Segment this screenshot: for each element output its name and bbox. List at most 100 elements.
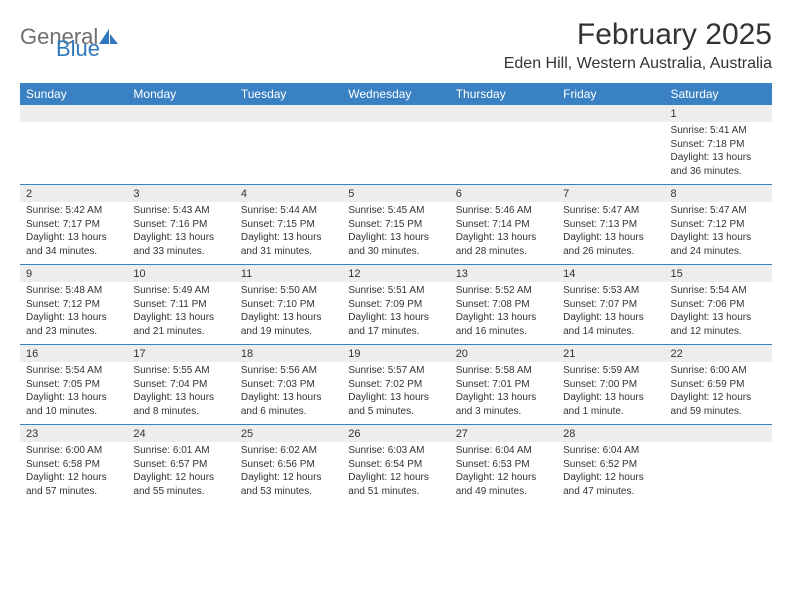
sunset-text: Sunset: 7:15 PM	[348, 218, 443, 232]
sunset-text: Sunset: 7:13 PM	[563, 218, 658, 232]
calendar-week-row: 2Sunrise: 5:42 AMSunset: 7:17 PMDaylight…	[20, 185, 772, 265]
daylight-text: Daylight: 13 hours and 36 minutes.	[671, 151, 766, 178]
day-number: 7	[557, 185, 664, 202]
sunrise-text: Sunrise: 5:55 AM	[133, 364, 228, 378]
calendar-cell: 15Sunrise: 5:54 AMSunset: 7:06 PMDayligh…	[665, 265, 772, 345]
calendar-cell	[127, 105, 234, 185]
day-number	[235, 105, 342, 122]
calendar-cell: 23Sunrise: 6:00 AMSunset: 6:58 PMDayligh…	[20, 425, 127, 505]
calendar-cell: 4 Sunrise: 5:44 AMSunset: 7:15 PMDaylight…	[235, 185, 342, 265]
calendar-cell: 16Sunrise: 5:54 AMSunset: 7:05 PMDayligh…	[20, 345, 127, 425]
brand-sail-icon	[99, 29, 119, 50]
sunrise-text: Sunrise: 5:49 AM	[133, 284, 228, 298]
sunset-text: Sunset: 7:17 PM	[26, 218, 121, 232]
sunset-text: Sunset: 7:07 PM	[563, 298, 658, 312]
day-number: 22	[665, 345, 772, 362]
calendar-cell: 18Sunrise: 5:56 AMSunset: 7:03 PMDayligh…	[235, 345, 342, 425]
calendar-cell: 5Sunrise: 5:45 AMSunset: 7:15 PMDaylight…	[342, 185, 449, 265]
calendar-body: 1Sunrise: 5:41 AMSunset: 7:18 PMDaylight…	[20, 105, 772, 504]
sunset-text: Sunset: 6:53 PM	[456, 458, 551, 472]
day-number	[450, 105, 557, 122]
day-info: Sunrise: 6:02 AMSunset: 6:56 PMDaylight:…	[241, 444, 336, 498]
daylight-text: Daylight: 13 hours and 6 minutes.	[241, 391, 336, 418]
day-number: 14	[557, 265, 664, 282]
sunrise-text: Sunrise: 5:54 AM	[26, 364, 121, 378]
day-info: Sunrise: 5:45 AMSunset: 7:15 PMDaylight:…	[348, 204, 443, 258]
daylight-text: Daylight: 13 hours and 33 minutes.	[133, 231, 228, 258]
col-friday: Friday	[557, 83, 664, 105]
sunrise-text: Sunrise: 5:42 AM	[26, 204, 121, 218]
day-info: Sunrise: 5:51 AMSunset: 7:09 PMDaylight:…	[348, 284, 443, 338]
day-number: 17	[127, 345, 234, 362]
day-info: Sunrise: 6:00 AMSunset: 6:59 PMDaylight:…	[671, 364, 766, 418]
sunrise-text: Sunrise: 6:00 AM	[26, 444, 121, 458]
day-info: Sunrise: 5:58 AMSunset: 7:01 PMDaylight:…	[456, 364, 551, 418]
day-number: 4	[235, 185, 342, 202]
sunset-text: Sunset: 7:01 PM	[456, 378, 551, 392]
sunset-text: Sunset: 7:05 PM	[26, 378, 121, 392]
daylight-text: Daylight: 12 hours and 47 minutes.	[563, 471, 658, 498]
day-number: 1	[665, 105, 772, 122]
calendar-cell: 9Sunrise: 5:48 AMSunset: 7:12 PMDaylight…	[20, 265, 127, 345]
calendar-cell	[342, 105, 449, 185]
calendar-cell: 24Sunrise: 6:01 AMSunset: 6:57 PMDayligh…	[127, 425, 234, 505]
sunrise-text: Sunrise: 5:50 AM	[241, 284, 336, 298]
daylight-text: Daylight: 13 hours and 30 minutes.	[348, 231, 443, 258]
sunrise-text: Sunrise: 5:47 AM	[671, 204, 766, 218]
daylight-text: Daylight: 13 hours and 10 minutes.	[26, 391, 121, 418]
calendar-cell	[235, 105, 342, 185]
col-thursday: Thursday	[450, 83, 557, 105]
sunrise-text: Sunrise: 5:58 AM	[456, 364, 551, 378]
sunset-text: Sunset: 7:10 PM	[241, 298, 336, 312]
day-info: Sunrise: 5:55 AMSunset: 7:04 PMDaylight:…	[133, 364, 228, 418]
calendar-cell: 22 Sunrise: 6:00 AMSunset: 6:59 PMDayligh…	[665, 345, 772, 425]
day-info: Sunrise: 5:59 AMSunset: 7:00 PMDaylight:…	[563, 364, 658, 418]
calendar-cell: 3Sunrise: 5:43 AMSunset: 7:16 PMDaylight…	[127, 185, 234, 265]
sunset-text: Sunset: 7:11 PM	[133, 298, 228, 312]
sunrise-text: Sunrise: 6:03 AM	[348, 444, 443, 458]
day-number: 21	[557, 345, 664, 362]
day-info: Sunrise: 6:01 AMSunset: 6:57 PMDaylight:…	[133, 444, 228, 498]
sunrise-text: Sunrise: 5:41 AM	[671, 124, 766, 138]
day-info: Sunrise: 5:57 AMSunset: 7:02 PMDaylight:…	[348, 364, 443, 418]
calendar-cell	[20, 105, 127, 185]
daylight-text: Daylight: 13 hours and 28 minutes.	[456, 231, 551, 258]
sunrise-text: Sunrise: 5:48 AM	[26, 284, 121, 298]
sunrise-text: Sunrise: 5:43 AM	[133, 204, 228, 218]
day-number: 12	[342, 265, 449, 282]
sunset-text: Sunset: 7:03 PM	[241, 378, 336, 392]
sunrise-text: Sunrise: 6:01 AM	[133, 444, 228, 458]
day-number: 13	[450, 265, 557, 282]
day-info: Sunrise: 5:43 AMSunset: 7:16 PMDaylight:…	[133, 204, 228, 258]
sunrise-text: Sunrise: 6:00 AM	[671, 364, 766, 378]
day-info: Sunrise: 5:44 AMSunset: 7:15 PMDaylight:…	[241, 204, 336, 258]
daylight-text: Daylight: 13 hours and 24 minutes.	[671, 231, 766, 258]
daylight-text: Daylight: 12 hours and 51 minutes.	[348, 471, 443, 498]
sunset-text: Sunset: 7:00 PM	[563, 378, 658, 392]
daylight-text: Daylight: 12 hours and 57 minutes.	[26, 471, 121, 498]
sunrise-text: Sunrise: 5:44 AM	[241, 204, 336, 218]
sunset-text: Sunset: 6:58 PM	[26, 458, 121, 472]
sunset-text: Sunset: 6:57 PM	[133, 458, 228, 472]
calendar-cell: 19 Sunrise: 5:57 AMSunset: 7:02 PMDayligh…	[342, 345, 449, 425]
calendar-cell: 26Sunrise: 6:03 AMSunset: 6:54 PMDayligh…	[342, 425, 449, 505]
location-subtitle: Eden Hill, Western Australia, Australia	[504, 55, 772, 73]
sunset-text: Sunset: 7:09 PM	[348, 298, 443, 312]
day-number: 19	[342, 345, 449, 362]
day-info: Sunrise: 6:03 AMSunset: 6:54 PMDaylight:…	[348, 444, 443, 498]
day-info: Sunrise: 5:46 AMSunset: 7:14 PMDaylight:…	[456, 204, 551, 258]
day-number: 9	[20, 265, 127, 282]
sunrise-text: Sunrise: 5:52 AM	[456, 284, 551, 298]
daylight-text: Daylight: 13 hours and 5 minutes.	[348, 391, 443, 418]
calendar-cell: 1Sunrise: 5:41 AMSunset: 7:18 PMDaylight…	[665, 105, 772, 185]
sunset-text: Sunset: 7:04 PM	[133, 378, 228, 392]
brand-text-2: Blue	[56, 36, 100, 62]
month-title: February 2025	[504, 18, 772, 52]
sunrise-text: Sunrise: 5:54 AM	[671, 284, 766, 298]
daylight-text: Daylight: 13 hours and 26 minutes.	[563, 231, 658, 258]
calendar-cell: 8Sunrise: 5:47 AMSunset: 7:12 PMDaylight…	[665, 185, 772, 265]
sunrise-text: Sunrise: 5:57 AM	[348, 364, 443, 378]
day-number: 11	[235, 265, 342, 282]
calendar-cell	[450, 105, 557, 185]
sunset-text: Sunset: 7:14 PM	[456, 218, 551, 232]
